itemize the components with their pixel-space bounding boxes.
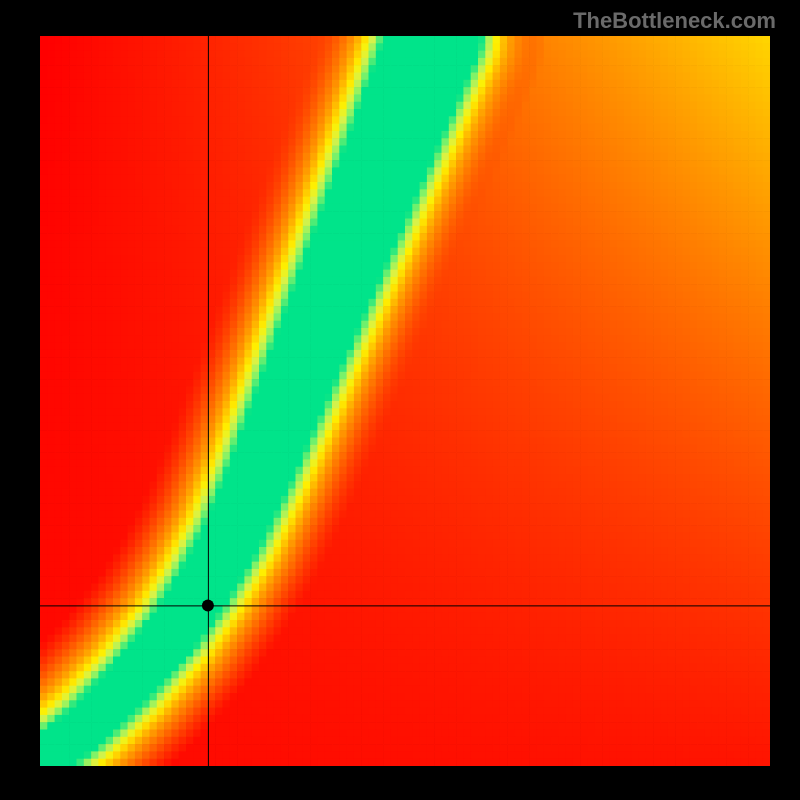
chart-container: TheBottleneck.com — [0, 0, 800, 800]
watermark-text: TheBottleneck.com — [573, 8, 776, 34]
bottleneck-heatmap — [40, 36, 770, 766]
